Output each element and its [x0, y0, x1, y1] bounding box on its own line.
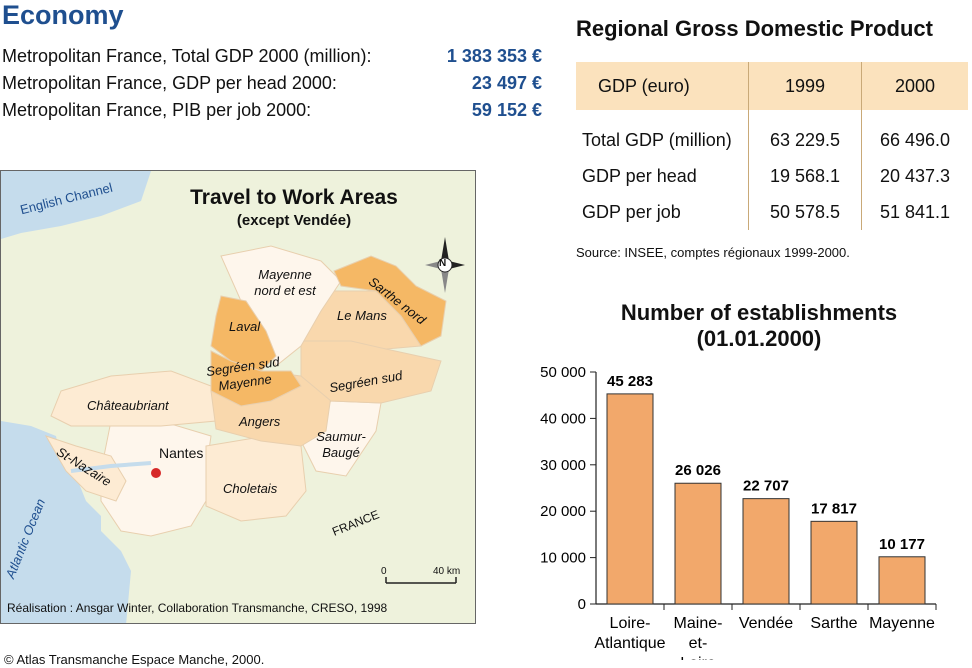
x-category-label: Vendée: [739, 615, 793, 632]
nantes-marker: [151, 468, 161, 478]
travel-to-work-map: Travel to Work Areas (except Vendée) Eng…: [0, 170, 476, 624]
scale-label-max: 40 km: [433, 566, 461, 577]
copyright: © Atlas Transmanche Espace Manche, 2000.: [4, 652, 265, 667]
establishments-bar-chart: 0 10 000 20 000 30 000 40 000 50 000 45 283 Loi…: [540, 364, 937, 660]
loire-estuary: [70, 461, 152, 473]
x-category-label: et-: [689, 635, 708, 652]
bar-1: [606, 393, 654, 605]
gdp-table-header-row: GDP (euro) 1999 2000: [576, 62, 968, 110]
atlantic-sea: [1, 421, 131, 623]
gdp-table-header: 1999: [748, 62, 862, 110]
y-tick-label: 10 000: [540, 550, 586, 567]
bar-value-label: 26 026: [675, 462, 721, 479]
table-cell: 63 229.5: [748, 122, 862, 158]
bar-value-label: 10 177: [879, 536, 925, 553]
x-category-label: Sarthe: [810, 615, 857, 632]
table-cell: 51 841.1: [861, 194, 968, 230]
stat-label-gdp-per-head: Metropolitan France, GDP per head 2000:: [2, 73, 337, 93]
area-label-mayenne-nord: Mayenne nord et est: [254, 267, 316, 298]
table-cell: 20 437.3: [861, 158, 968, 194]
compass-icon: [425, 237, 465, 293]
x-category-label: Atlantique: [594, 635, 665, 652]
bar-value-label: 45 283: [607, 373, 653, 390]
table-cell: 50 578.5: [748, 194, 862, 230]
bar-5: [878, 556, 926, 605]
map-subtitle: (except Vendée): [236, 212, 352, 229]
channel-sea: [1, 171, 151, 239]
area-label-saumur: Saumur-Baugé: [316, 429, 366, 460]
area-label-chateaubriant: Châteaubriant: [87, 398, 169, 413]
gdp-table-title: Regional Gross Domestic Product: [576, 16, 933, 41]
stat-label-total-gdp: Metropolitan France, Total GDP 2000 (mil…: [2, 46, 372, 66]
y-tick-label: 40 000: [540, 410, 586, 427]
area-segreen-mayenne: [210, 350, 302, 407]
area-label-le-mans: Le Mans: [337, 308, 387, 323]
table-row: Total GDP (million) 63 229.5 66 496.0: [576, 122, 968, 158]
y-tick-label: 30 000: [540, 457, 586, 474]
y-tick-label: 0: [578, 596, 586, 613]
bar-value-label: 22 707: [743, 478, 789, 495]
table-cell: GDP per head: [582, 165, 697, 186]
y-tick-label: 50 000: [540, 364, 586, 381]
x-category-label: Loire: [680, 655, 716, 660]
chart-title: Number of establishments (01.01.2000): [620, 300, 898, 351]
y-tick-label: 20 000: [540, 503, 586, 520]
bar-4: [810, 520, 858, 605]
x-category-label: Maine-: [674, 615, 723, 632]
area-choletais: [205, 435, 307, 522]
area-label-nantes: Nantes: [159, 445, 204, 461]
stat-value-pib-per-job: 59 152 €: [471, 100, 542, 120]
area-label-choletais: Choletais: [223, 481, 278, 496]
stat-label-pib-per-job: Metropolitan France, PIB per job 2000:: [2, 100, 312, 120]
gdp-table-header: GDP (euro): [576, 62, 749, 110]
area-label-angers: Angers: [239, 414, 281, 429]
stat-value-total-gdp: 1 383 353 €: [446, 46, 542, 66]
bar-value-label: 17 817: [811, 500, 857, 517]
map-graphic: [1, 171, 465, 623]
area-sarthe-nord: [333, 255, 447, 347]
x-category-label: Loire-: [610, 615, 651, 632]
gdp-table: GDP (euro) 1999 2000 Total GDP (million)…: [576, 62, 968, 230]
page-title: Economy: [2, 0, 124, 30]
table-cell: 19 568.1: [748, 158, 862, 194]
compass-north-label: N: [439, 258, 447, 269]
bar-2: [674, 482, 722, 605]
bar-3: [742, 498, 790, 605]
gdp-table-header: 2000: [861, 62, 968, 110]
scale-label-zero: 0: [381, 566, 387, 577]
map-title: Travel to Work Areas: [190, 186, 398, 209]
table-cell: GDP per job: [582, 201, 681, 222]
stat-value-gdp-per-head: 23 497 €: [471, 73, 542, 93]
table-row: GDP per head 19 568.1 20 437.3: [576, 158, 968, 194]
table-cell: Total GDP (million): [582, 129, 732, 150]
scale-bar: [385, 577, 457, 584]
table-cell: 66 496.0: [861, 122, 968, 158]
gdp-table-source: Source: INSEE, comptes régionaux 1999-20…: [576, 245, 850, 260]
map-credit: Réalisation : Ansgar Winter, Collaborati…: [7, 601, 388, 615]
area-label-laval: Laval: [229, 319, 261, 334]
table-row: GDP per job 50 578.5 51 841.1: [576, 194, 968, 230]
area-chateaubriant: [50, 370, 217, 427]
x-category-label: Mayenne: [869, 615, 935, 632]
